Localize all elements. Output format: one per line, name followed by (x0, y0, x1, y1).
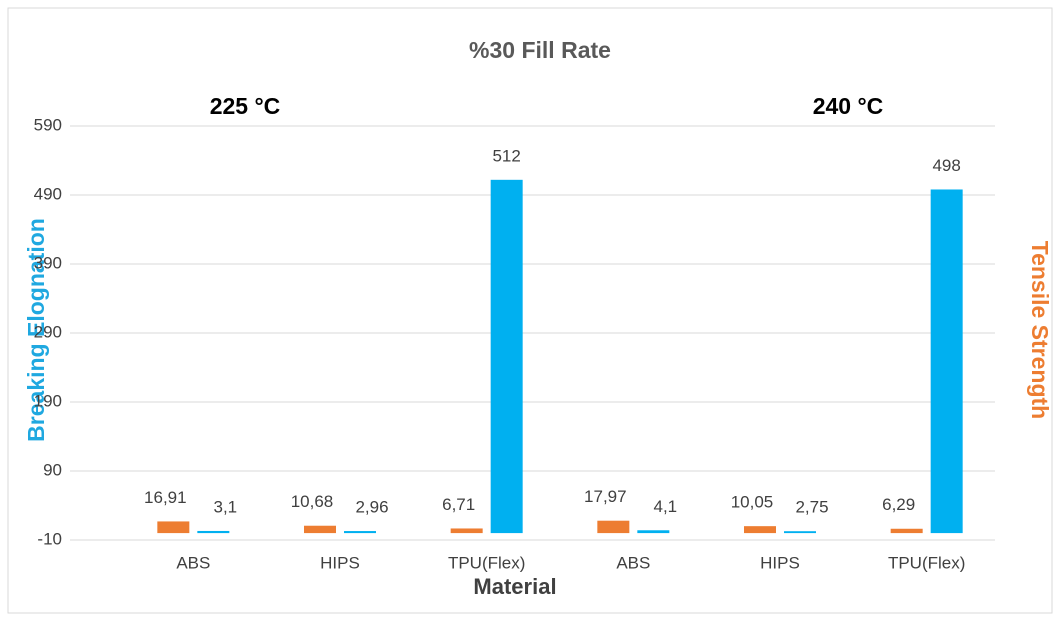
x-tick-label: HIPS (320, 553, 360, 572)
bar (784, 531, 816, 534)
data-label: 17,97 (584, 487, 627, 506)
y-tick-label: 190 (34, 391, 62, 410)
y-tick-label: 90 (43, 460, 62, 479)
x-tick-label: TPU(Flex) (448, 553, 525, 572)
bar (490, 179, 523, 534)
annotation: 225 °C (210, 93, 281, 119)
y-tick-label: 490 (34, 184, 62, 203)
data-label: 10,68 (291, 492, 334, 511)
bar (304, 525, 336, 534)
data-label: 16,91 (144, 488, 187, 507)
bar (157, 521, 190, 534)
chart-title: %30 Fill Rate (469, 37, 611, 63)
bar (890, 528, 923, 534)
annotation: 240 °C (813, 93, 884, 119)
chart-border (7, 7, 1053, 614)
y-tick-label: 290 (34, 322, 62, 341)
data-label: 3,1 (214, 497, 238, 516)
x-tick-label: TPU(Flex) (888, 553, 965, 572)
bar (744, 526, 776, 534)
data-label: 10,05 (731, 493, 774, 512)
y-tick-label: -10 (37, 529, 62, 548)
x-tick-label: ABS (176, 553, 210, 572)
bar (450, 528, 483, 534)
y-tick-label: 390 (34, 253, 62, 272)
y-tick-label: 590 (34, 115, 62, 134)
data-label: 6,71 (442, 495, 475, 514)
x-tick-label: ABS (616, 553, 650, 572)
bar (197, 530, 230, 534)
data-label: 2,96 (355, 498, 388, 517)
data-label: 6,29 (882, 495, 915, 514)
y2-axis-label: Tensile Strength (1027, 241, 1053, 420)
data-label: 2,75 (795, 498, 828, 517)
bar (344, 531, 376, 534)
data-label: 498 (932, 156, 960, 175)
data-label: 4,1 (654, 497, 678, 516)
bar (637, 530, 670, 534)
x-tick-label: HIPS (760, 553, 800, 572)
bar (930, 189, 963, 534)
bar (597, 520, 630, 534)
y-axis-label: Breaking Elognation (23, 218, 49, 442)
x-axis-label: Material (473, 574, 556, 599)
data-label: 512 (492, 146, 520, 165)
